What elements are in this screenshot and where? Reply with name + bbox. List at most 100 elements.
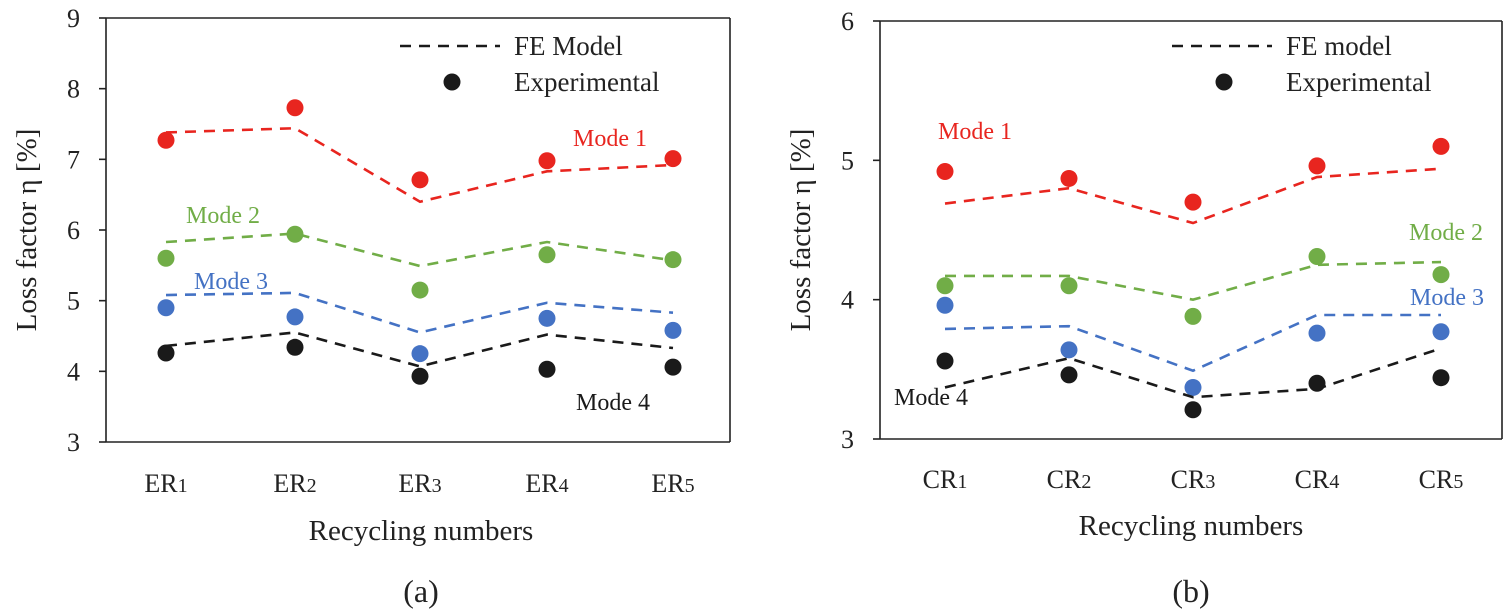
experimental-point-mode3: [538, 309, 556, 327]
x-tick-subscript: 3: [1205, 471, 1215, 493]
series-mode2: Mode 2: [936, 220, 1483, 325]
x-tick-base: CR: [1419, 465, 1454, 494]
legend-experimental-marker: [443, 73, 461, 91]
x-tick-subscript: 1: [957, 471, 967, 493]
series-mode4: Mode 4: [157, 331, 682, 416]
experimental-point-mode3: [1432, 323, 1450, 341]
experimental-point-mode2: [286, 225, 304, 243]
experimental-point-mode2: [411, 281, 429, 299]
mode-annotation: Mode 1: [573, 126, 647, 152]
model-line-mode2: [945, 260, 1442, 302]
x-axis-title: Recycling numbers: [1079, 510, 1304, 542]
x-tick-label: ER3: [398, 469, 441, 498]
experimental-point-mode4: [411, 367, 429, 385]
legend-experimental-marker: [1215, 73, 1233, 91]
y-tick-label: 9: [67, 4, 80, 33]
experimental-point-mode1: [286, 99, 304, 117]
series-mode1: Mode 1: [936, 119, 1450, 225]
experimental-point-mode2: [538, 246, 556, 264]
experimental-point-mode1: [664, 150, 682, 168]
x-tick-base: CR: [923, 465, 958, 494]
series-mode3: Mode 3: [936, 285, 1484, 396]
y-tick-label: 8: [67, 75, 80, 104]
experimental-point-mode3: [936, 296, 954, 314]
x-tick-base: ER: [398, 469, 432, 498]
experimental-point-mode1: [538, 152, 556, 170]
x-tick-subscript: 2: [307, 475, 317, 497]
model-line-mode1: [944, 167, 1442, 225]
experimental-point-mode1: [936, 162, 954, 180]
legend-experimental-label: Experimental: [514, 67, 659, 97]
x-tick-subscript: 4: [559, 475, 569, 497]
x-tick-base: ER: [273, 469, 307, 498]
y-tick-label: 7: [67, 145, 80, 174]
panel-caption: (a): [403, 573, 439, 609]
x-tick-label: CR3: [1171, 465, 1216, 494]
x-tick-label: CR1: [923, 465, 968, 494]
experimental-point-mode3: [411, 345, 429, 363]
experimental-point-mode3: [1308, 324, 1326, 342]
x-axis-title: Recycling numbers: [309, 515, 534, 547]
model-line-mode3: [165, 291, 674, 334]
x-tick-base: CR: [1295, 465, 1330, 494]
experimental-point-mode3: [1184, 378, 1202, 396]
series-mode2: Mode 2: [157, 203, 682, 299]
mode-annotation: Mode 2: [186, 203, 260, 229]
mode-annotation: Mode 1: [938, 119, 1012, 145]
model-line-mode4: [944, 347, 1442, 399]
y-tick-label: 3: [67, 428, 80, 457]
experimental-point-mode2: [936, 277, 954, 295]
experimental-point-mode4: [936, 352, 954, 370]
x-tick-subscript: 3: [432, 475, 442, 497]
legend-model-label: FE model: [1286, 31, 1392, 61]
series-mode4: Mode 4: [894, 347, 1450, 419]
experimental-point-mode1: [157, 131, 175, 149]
x-tick-subscript: 5: [1453, 471, 1463, 493]
x-tick-label: ER5: [651, 469, 694, 498]
experimental-point-mode4: [1060, 366, 1078, 384]
legend: FE model Experimental: [1172, 31, 1431, 97]
y-tick-label: 5: [67, 287, 80, 316]
x-tick-base: ER: [144, 469, 178, 498]
y-tick-label: 4: [67, 357, 80, 386]
y-tick-label: 6: [841, 7, 854, 36]
x-tick-label: ER2: [273, 469, 316, 498]
x-tick-subscript: 2: [1081, 471, 1091, 493]
experimental-point-mode1: [1184, 193, 1202, 211]
experimental-point-mode4: [538, 360, 556, 378]
model-line-mode3: [944, 313, 1441, 373]
experimental-point-mode2: [664, 251, 682, 269]
legend-model-label: FE Model: [514, 31, 623, 61]
x-tick-label: CR2: [1047, 465, 1092, 494]
model-line-mode1: [165, 126, 674, 204]
y-axis-title: Loss factor η [%]: [11, 129, 43, 332]
experimental-point-mode4: [1308, 374, 1326, 392]
experimental-point-mode2: [1308, 247, 1326, 265]
legend-experimental-label: Experimental: [1286, 67, 1431, 97]
experimental-point-mode2: [157, 249, 175, 267]
experimental-point-mode3: [286, 308, 304, 326]
y-tick-label: 6: [67, 216, 80, 245]
legend: FE Model Experimental: [400, 31, 659, 97]
x-tick-subscript: 1: [178, 475, 188, 497]
y-tick-label: 3: [841, 425, 854, 454]
x-tick-base: ER: [651, 469, 685, 498]
x-tick-base: CR: [1171, 465, 1206, 494]
x-tick-subscript: 4: [1329, 471, 1339, 493]
x-tick-base: ER: [525, 469, 559, 498]
x-tick-label: ER4: [525, 469, 568, 498]
y-axis-title: Loss factor η [%]: [785, 129, 817, 332]
x-tick-subscript: 5: [685, 475, 695, 497]
series-mode1: Mode 1: [157, 99, 682, 204]
experimental-point-mode1: [1432, 137, 1450, 155]
mode-annotation: Mode 3: [1410, 285, 1484, 311]
experimental-point-mode1: [1060, 169, 1078, 187]
experimental-point-mode4: [1184, 401, 1202, 419]
experimental-point-mode2: [1184, 307, 1202, 325]
mode-annotation: Mode 3: [194, 269, 268, 295]
model-line-mode2: [165, 232, 674, 268]
y-tick-label: 5: [841, 146, 854, 175]
